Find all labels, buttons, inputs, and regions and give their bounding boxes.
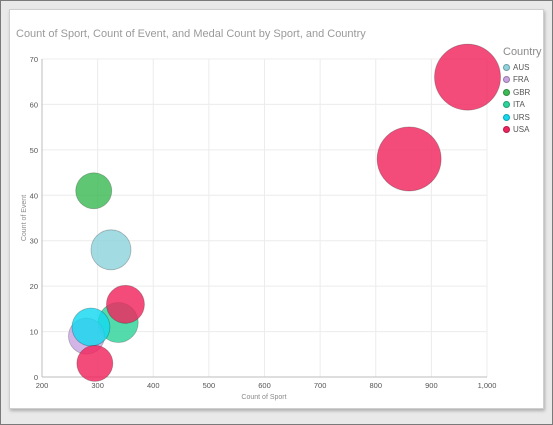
- legend-item-fra[interactable]: FRA: [503, 74, 551, 87]
- legend-label: GBR: [513, 87, 531, 97]
- x-tick-label: 900: [425, 381, 438, 390]
- legend-label: AUS: [513, 62, 530, 72]
- y-tick-label: 0: [34, 373, 38, 382]
- legend-item-gbr[interactable]: GBR: [503, 86, 551, 99]
- y-tick-label: 40: [30, 191, 38, 200]
- y-tick-label: 60: [30, 100, 38, 109]
- bubble-usa[interactable]: [76, 344, 114, 382]
- legend-item-usa[interactable]: USA: [503, 124, 551, 137]
- y-axis-label: Count of Event: [21, 195, 28, 241]
- legend-swatch: [503, 88, 510, 96]
- legend-label: URS: [513, 112, 530, 122]
- legend-item-ita[interactable]: ITA: [503, 99, 551, 112]
- x-tick-label: 800: [369, 381, 382, 390]
- x-tick-label: 400: [147, 381, 160, 390]
- legend-swatch: [503, 113, 510, 121]
- legend-item-aus[interactable]: AUS: [503, 61, 551, 74]
- bubble-usa[interactable]: [376, 126, 442, 192]
- bubble-usa[interactable]: [434, 43, 501, 111]
- legend-swatch: [503, 76, 510, 84]
- chart-title: Count of Sport, Count of Event, and Meda…: [16, 28, 366, 40]
- bubble-aus[interactable]: [90, 229, 132, 271]
- x-tick-label: 600: [258, 381, 271, 390]
- x-tick-label: 500: [203, 381, 216, 390]
- bubble-urs[interactable]: [71, 307, 111, 347]
- y-tick-label: 50: [30, 146, 38, 155]
- legend-swatch: [503, 101, 510, 109]
- bubble-usa[interactable]: [106, 284, 145, 324]
- legend-swatch: [503, 126, 510, 134]
- legend-label: FRA: [513, 75, 529, 85]
- y-tick-label: 10: [30, 328, 38, 337]
- tick-labels: 200 300 400 500 600 700 800 900 1,000 0 10 20 30 40 50…: [30, 55, 497, 390]
- x-tick-label: 200: [36, 381, 49, 390]
- y-tick-label: 30: [30, 237, 38, 246]
- bubble-gbr[interactable]: [75, 172, 113, 210]
- x-tick-label: 1,000: [478, 381, 497, 390]
- legend-swatch: [503, 63, 510, 71]
- y-tick-label: 70: [30, 55, 38, 64]
- legend-item-urs[interactable]: URS: [503, 111, 551, 124]
- legend: Country AUS FRA GBR ITA URS USA: [503, 46, 551, 136]
- x-tick-label: 700: [314, 381, 327, 390]
- axes: [41, 59, 487, 378]
- legend-label: ITA: [513, 100, 525, 110]
- x-axis-label: Count of Sport: [241, 394, 286, 401]
- legend-label: USA: [513, 125, 530, 135]
- bubbles[interactable]: [68, 43, 501, 382]
- x-tick-label: 300: [91, 381, 104, 390]
- y-tick-label: 20: [30, 282, 38, 291]
- legend-title: Country: [503, 46, 542, 58]
